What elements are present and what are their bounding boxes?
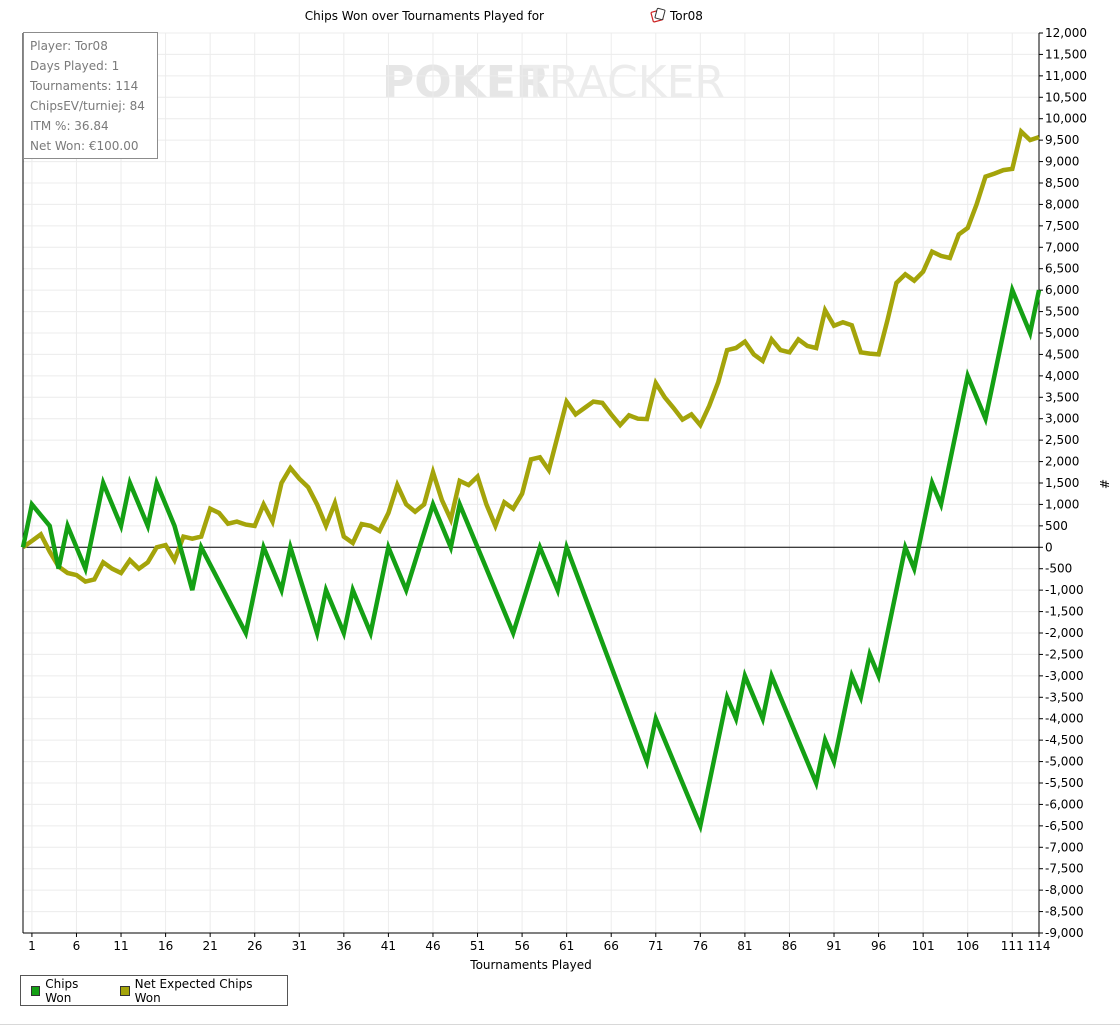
legend-label-chips-won: Chips Won	[45, 976, 79, 1005]
y-tick-label: 3,000	[1045, 412, 1079, 426]
y-tick-label: 5,000	[1045, 326, 1079, 340]
x-tick-label: 26	[247, 939, 262, 953]
grid	[23, 32, 1039, 934]
y-tick-label: -8,500	[1045, 905, 1084, 919]
y-tick-label: -2,000	[1045, 626, 1084, 640]
x-tick-label: 71	[648, 939, 663, 953]
legend-swatch-net-expected	[120, 985, 130, 996]
y-tick-label: -5,000	[1045, 755, 1084, 769]
x-tick-label: 86	[782, 939, 797, 953]
y-tick-label: -6,000	[1045, 797, 1084, 811]
y-tick-label: -8,000	[1045, 883, 1084, 897]
legend-label-net-expected: Net Expected Chips Won	[134, 976, 253, 1005]
y-tick-label: 6,000	[1045, 283, 1079, 297]
y-tick-label: 8,500	[1045, 176, 1079, 190]
y-tick-label: 2,500	[1045, 433, 1079, 447]
x-tick-label: 76	[693, 939, 708, 953]
y-tick-label: -1,000	[1045, 583, 1084, 597]
legend: Chips Won Net Expected Chips Won	[20, 975, 288, 1006]
x-tick-label: 21	[203, 939, 218, 953]
y-tick-label: 4,500	[1045, 347, 1079, 361]
info-itm: ITM %: 36.84	[30, 119, 109, 133]
legend-swatch-chips-won	[31, 985, 41, 996]
x-axis-title: Tournaments Played	[469, 958, 591, 972]
x-tick-label: 101	[912, 939, 935, 953]
y-tick-label: 1,500	[1045, 476, 1079, 490]
chart-title-text: Chips Won over Tournaments Played for	[305, 9, 544, 23]
x-tick-label: 56	[514, 939, 529, 953]
player-icon	[650, 7, 666, 23]
player-name: Tor08	[669, 9, 703, 23]
y-tick-label: -9,000	[1045, 926, 1084, 940]
info-chips-ev: ChipsEV/turniej: 84	[30, 99, 145, 113]
y-tick-label: 500	[1045, 519, 1068, 533]
player-info-box: Player: Tor08 Days Played: 1 Tournaments…	[23, 32, 158, 159]
y-tick-label: 5,500	[1045, 305, 1079, 319]
y-tick-label: -500	[1045, 562, 1072, 576]
x-tick-label: 6	[73, 939, 81, 953]
y-tick-label: 2,000	[1045, 455, 1079, 469]
y-tick-label: -1,500	[1045, 605, 1084, 619]
x-tick-label: 66	[604, 939, 619, 953]
y-tick-label: 3,500	[1045, 390, 1079, 404]
y-tick-label: -4,500	[1045, 733, 1084, 747]
x-tick-label: 16	[158, 939, 173, 953]
info-tournaments: Tournaments: 114	[30, 79, 139, 93]
info-net-won: Net Won: €100.00	[30, 139, 139, 153]
y-tick-label: 9,000	[1045, 155, 1079, 169]
x-tick-label: 41	[381, 939, 396, 953]
tick-labels: 12,00011,50011,00010,50010,0009,5009,000…	[28, 26, 1087, 953]
y-tick-label: -5,500	[1045, 776, 1084, 790]
y-tick-label: -7,000	[1045, 840, 1084, 854]
chart-title: Chips Won over Tournaments Played for To…	[305, 9, 703, 23]
y-tick-label: 11,000	[1045, 69, 1087, 83]
y-tick-label: 10,500	[1045, 90, 1087, 104]
x-tick-label: 114	[1028, 939, 1051, 953]
x-tick-label: 11	[113, 939, 128, 953]
x-tick-label: 51	[470, 939, 485, 953]
series-line-chips-won	[20, 282, 1042, 834]
y-tick-label: -4,000	[1045, 712, 1084, 726]
y-tick-label: -3,000	[1045, 669, 1084, 683]
y-tick-label: -7,500	[1045, 862, 1084, 876]
watermark-tracker: TRACKER	[521, 57, 725, 108]
x-tick-label: 1	[28, 939, 36, 953]
y-tick-label: 7,000	[1045, 240, 1079, 254]
x-tick-label: 81	[737, 939, 752, 953]
bottom-divider	[0, 1024, 1120, 1025]
y-tick-label: 12,000	[1045, 26, 1087, 40]
y-tick-label: 10,000	[1045, 112, 1087, 126]
y-tick-label: 1,000	[1045, 497, 1079, 511]
y-tick-label: 11,500	[1045, 47, 1087, 61]
x-tick-label: 46	[425, 939, 440, 953]
y-tick-label: 7,500	[1045, 219, 1079, 233]
x-tick-label: 91	[826, 939, 841, 953]
y-tick-label: -3,500	[1045, 690, 1084, 704]
y-tick-label: 0	[1045, 540, 1053, 554]
y-tick-label: -6,500	[1045, 819, 1084, 833]
y-tick-label: 4,000	[1045, 369, 1079, 383]
y-axis-title: #	[1097, 479, 1111, 489]
x-tick-label: 31	[292, 939, 307, 953]
y-tick-label: -2,500	[1045, 647, 1084, 661]
info-days-played: Days Played: 1	[30, 59, 120, 73]
y-tick-label: 6,500	[1045, 262, 1079, 276]
x-tick-label: 96	[871, 939, 886, 953]
axes	[22, 32, 1043, 937]
info-player: Player: Tor08	[30, 39, 108, 53]
x-tick-label: 61	[559, 939, 574, 953]
series-line-net-expected	[21, 127, 1040, 585]
legend-item-net-expected[interactable]: Net Expected Chips Won	[120, 977, 269, 1005]
y-tick-label: 8,000	[1045, 197, 1079, 211]
x-tick-label: 36	[336, 939, 351, 953]
x-tick-label: 111	[1001, 939, 1024, 953]
legend-item-chips-won[interactable]: Chips Won	[31, 977, 102, 1005]
series-layer	[20, 127, 1042, 834]
x-tick-label: 106	[956, 939, 979, 953]
y-tick-label: 9,500	[1045, 133, 1079, 147]
